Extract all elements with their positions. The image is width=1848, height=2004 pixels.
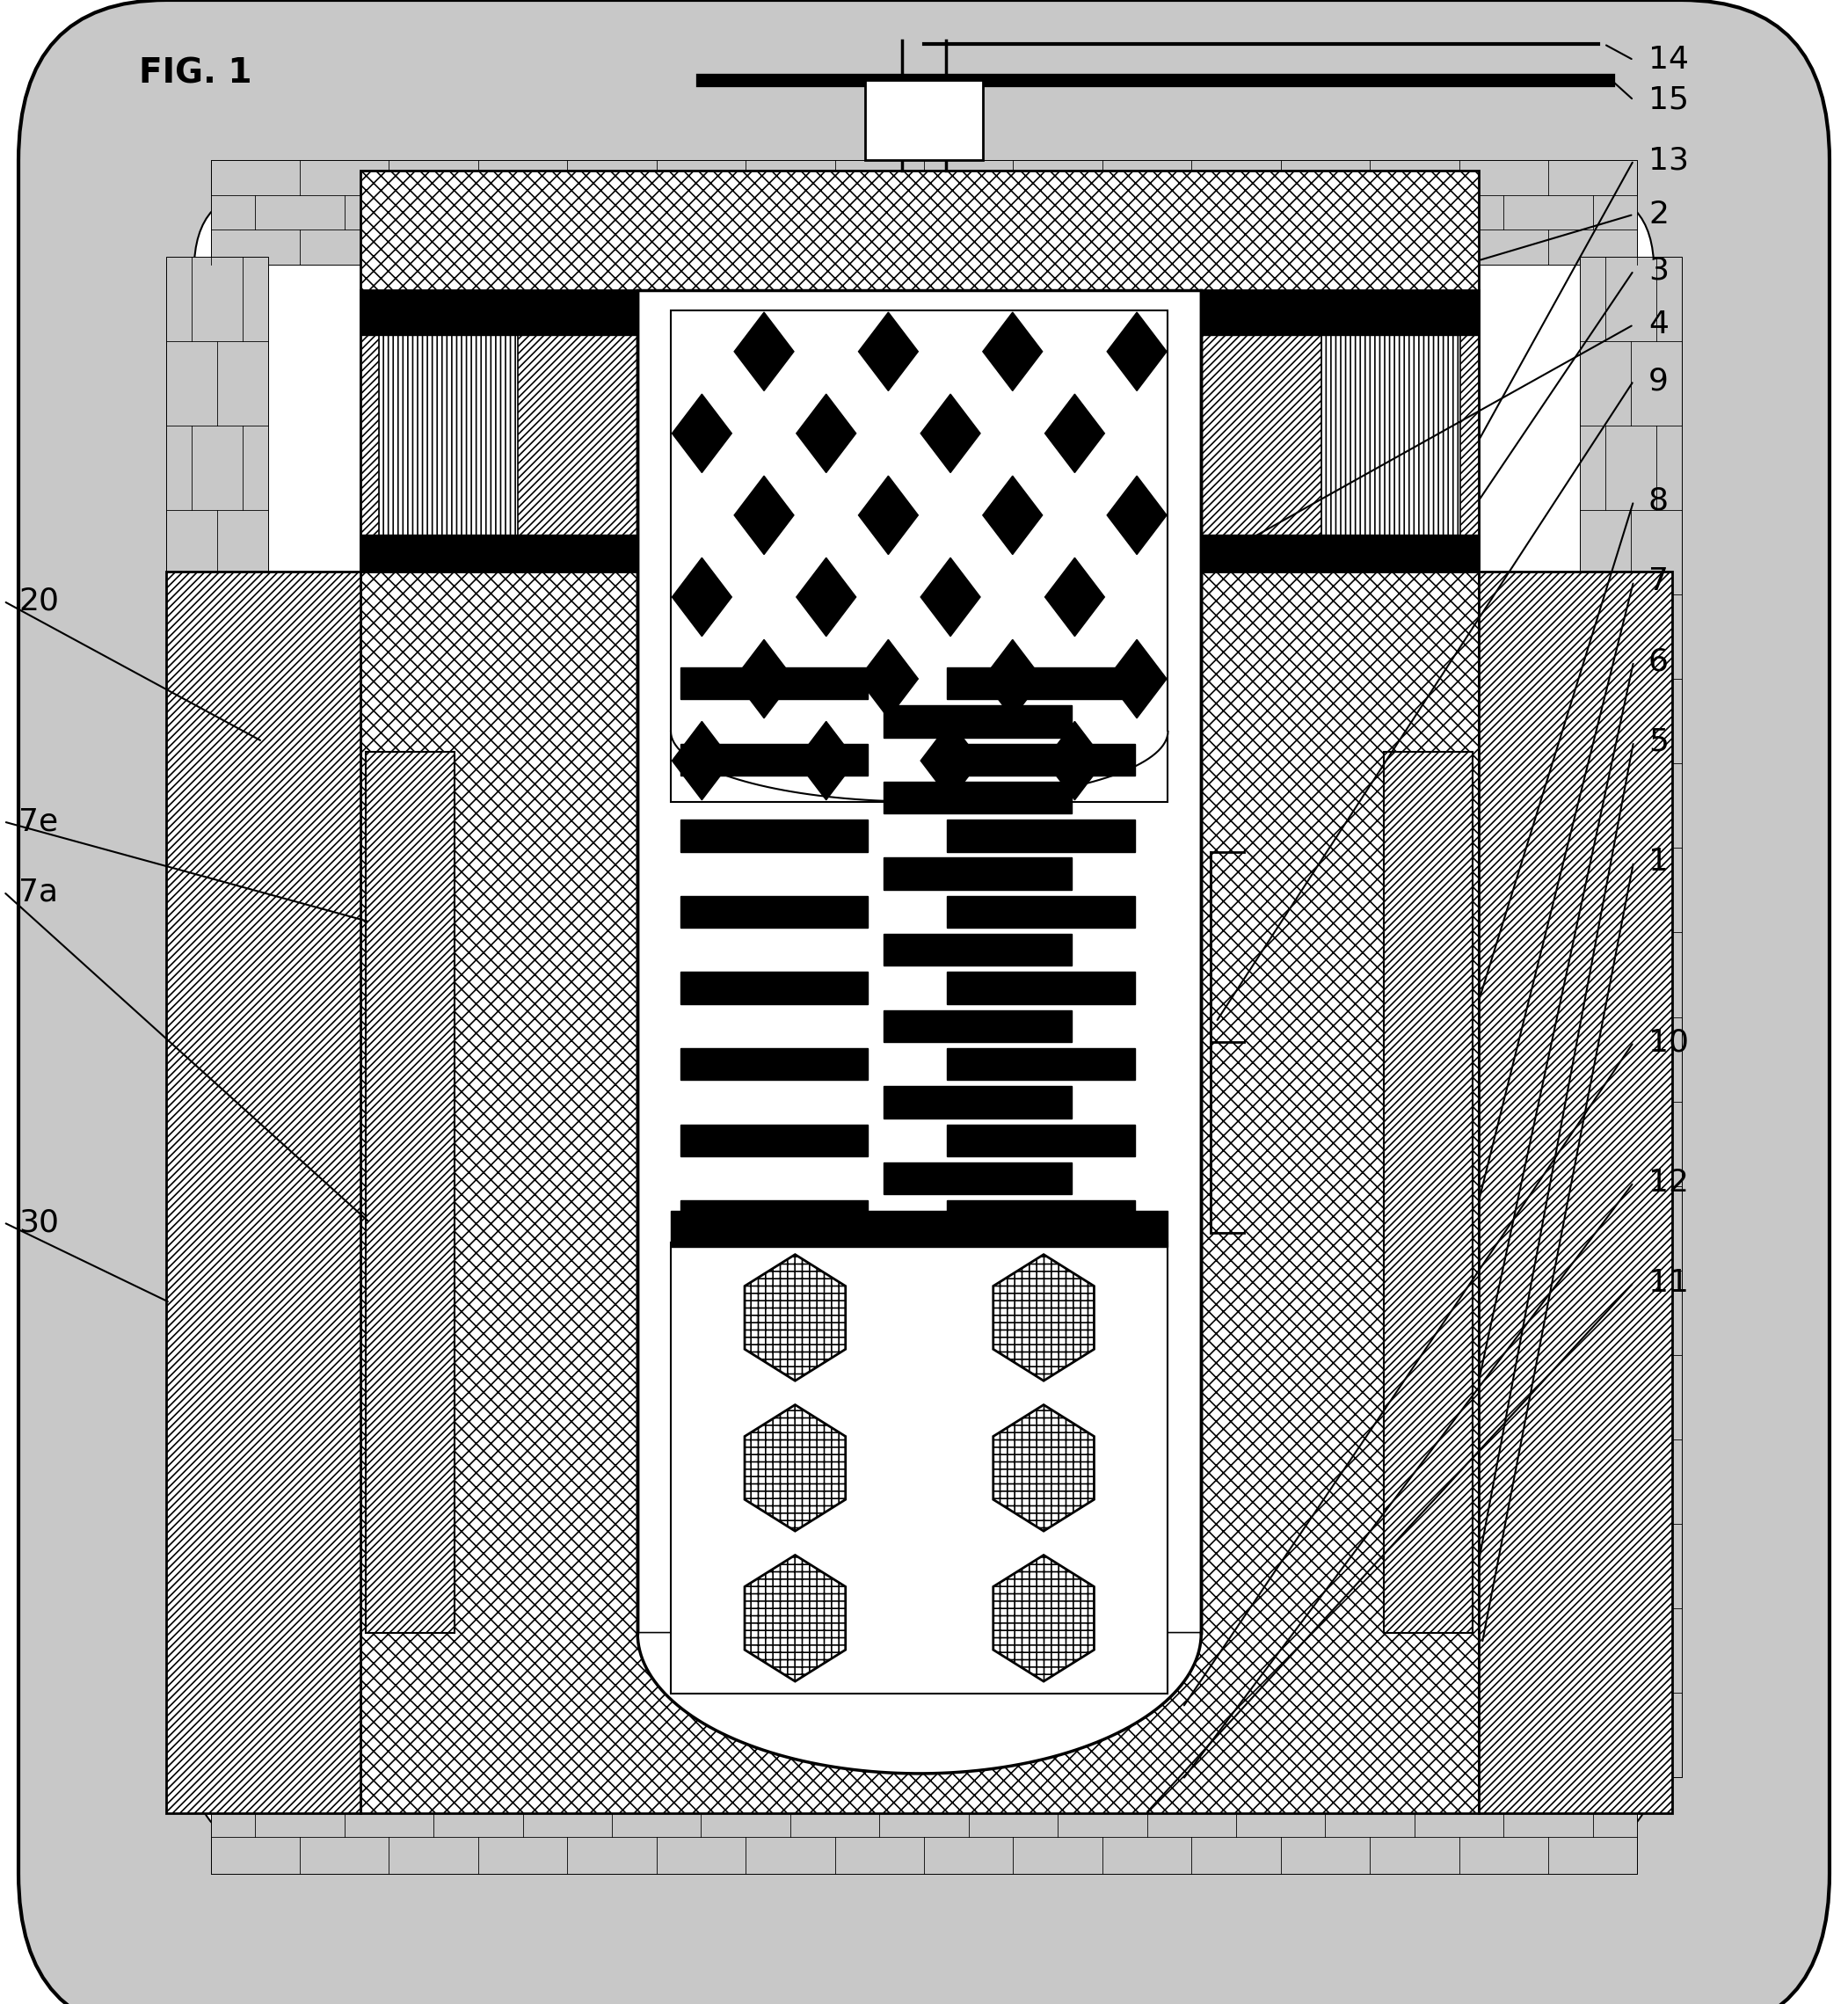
Polygon shape (734, 475, 795, 555)
Polygon shape (673, 721, 732, 800)
Bar (883, 1086, 1072, 1118)
Text: 6: 6 (1648, 647, 1669, 675)
Polygon shape (745, 1405, 846, 1531)
Polygon shape (1107, 639, 1166, 717)
Polygon shape (983, 475, 1042, 555)
Bar (680, 743, 869, 776)
Text: 12: 12 (1648, 1168, 1689, 1196)
Bar (671, 1242, 1168, 1693)
Polygon shape (1107, 313, 1166, 391)
Polygon shape (745, 1255, 846, 1381)
Polygon shape (920, 557, 979, 637)
Bar (1478, 571, 1672, 1814)
Polygon shape (796, 557, 856, 637)
Bar (680, 1124, 869, 1156)
Bar (166, 257, 268, 1778)
Bar (865, 80, 983, 160)
Bar (680, 972, 869, 1004)
Polygon shape (671, 731, 1168, 802)
Bar (946, 972, 1135, 1004)
Bar (946, 1200, 1135, 1232)
Text: 3: 3 (1648, 257, 1669, 285)
Polygon shape (992, 1255, 1094, 1381)
Text: 7a: 7a (18, 878, 57, 906)
Text: 30: 30 (18, 1208, 59, 1236)
Text: FIG. 1: FIG. 1 (139, 56, 251, 90)
Bar (1321, 291, 1460, 571)
Bar (946, 667, 1135, 699)
Text: 7: 7 (1648, 567, 1669, 595)
Polygon shape (796, 395, 856, 473)
Polygon shape (673, 557, 732, 637)
Text: 13: 13 (1648, 146, 1689, 174)
Text: 2: 2 (1648, 200, 1669, 228)
Polygon shape (992, 1555, 1094, 1681)
Text: 4: 4 (1648, 311, 1669, 339)
Bar (360, 535, 1478, 571)
Polygon shape (920, 395, 979, 473)
Text: 9: 9 (1648, 367, 1669, 395)
Bar (680, 667, 869, 699)
Bar (166, 571, 360, 1814)
Bar (883, 782, 1072, 814)
Text: 7e: 7e (18, 808, 57, 836)
Text: 1: 1 (1648, 848, 1669, 876)
Polygon shape (859, 475, 918, 555)
Polygon shape (1044, 395, 1105, 473)
Polygon shape (983, 313, 1042, 391)
Polygon shape (734, 313, 795, 391)
Polygon shape (920, 721, 979, 800)
Text: 14: 14 (1648, 46, 1689, 74)
Bar (883, 858, 1072, 890)
Bar (946, 1048, 1135, 1080)
Bar (883, 1162, 1072, 1194)
Polygon shape (796, 721, 856, 800)
Bar (379, 291, 517, 571)
Polygon shape (673, 395, 732, 473)
Polygon shape (745, 1555, 846, 1681)
Bar (946, 896, 1135, 928)
Bar (1580, 257, 1682, 1778)
Bar (680, 896, 869, 928)
Polygon shape (734, 639, 795, 717)
Bar (360, 291, 1478, 571)
Bar (360, 291, 1478, 335)
Bar (638, 291, 1201, 1633)
Polygon shape (992, 1405, 1094, 1531)
Text: 10: 10 (1648, 1028, 1689, 1056)
Polygon shape (1107, 475, 1166, 555)
Text: 15: 15 (1648, 86, 1689, 114)
Text: 20: 20 (18, 587, 59, 615)
Bar (680, 1048, 869, 1080)
Bar (211, 1764, 1637, 1874)
Bar (1384, 752, 1473, 1633)
FancyBboxPatch shape (18, 0, 1830, 2004)
Bar (360, 170, 1478, 291)
Bar (671, 1210, 1168, 1246)
Text: 11: 11 (1648, 1269, 1689, 1297)
Bar (946, 743, 1135, 776)
Bar (366, 752, 455, 1633)
Polygon shape (859, 639, 918, 717)
Polygon shape (1044, 557, 1105, 637)
Bar (671, 311, 1168, 802)
Bar (680, 820, 869, 852)
Text: 5: 5 (1648, 727, 1669, 756)
FancyBboxPatch shape (194, 190, 1654, 1844)
Bar (946, 820, 1135, 852)
Bar (883, 934, 1072, 966)
Polygon shape (638, 1633, 1201, 1774)
Bar (680, 1200, 869, 1232)
Polygon shape (983, 639, 1042, 717)
Text: 8: 8 (1648, 487, 1669, 515)
Polygon shape (859, 313, 918, 391)
Bar (360, 291, 1478, 1814)
Bar (883, 705, 1072, 737)
Bar (211, 160, 1637, 265)
Bar (946, 1124, 1135, 1156)
Polygon shape (1044, 721, 1105, 800)
Bar (883, 1010, 1072, 1042)
